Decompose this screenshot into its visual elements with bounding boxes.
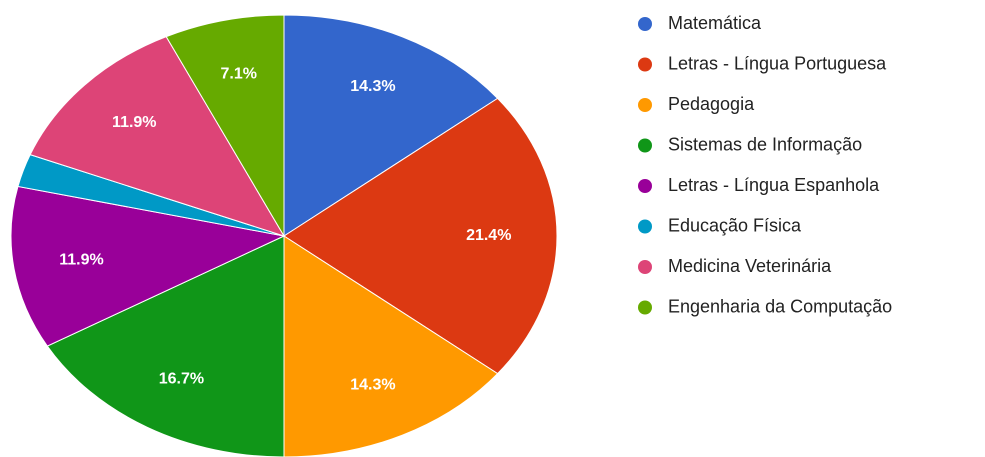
legend-label: Pedagogia [668,94,755,114]
legend-label: Letras - Língua Portuguesa [668,53,887,73]
legend-label: Medicina Veterinária [668,256,832,276]
slice-label: 11.9% [112,114,156,131]
slice-label: 16.7% [159,371,204,388]
legend-marker [638,219,652,234]
pie-slice [283,14,499,237]
legend-marker [638,260,652,274]
slice-label: 14.3% [350,78,395,95]
slice-label: 7.1% [220,66,256,83]
pie-slice [283,235,499,457]
legend-label: Letras - Língua Espanhola [668,175,880,195]
legend-marker [638,57,652,72]
legend-marker [638,300,652,315]
legend-marker [638,98,652,112]
pie-slice [283,97,558,375]
legend-label: Educação Física [668,215,802,235]
legend-label: Sistemas de Informação [668,134,862,154]
legend-marker [638,17,652,31]
slice-label: 21.4% [466,227,511,244]
legend-label: Matemática [668,13,762,33]
pie-slice [165,14,285,238]
pie-slice [46,235,285,457]
pie-slice [29,36,286,237]
legend-label: Engenharia da Computação [668,296,892,316]
legend-marker [638,138,652,153]
pie-slice [10,185,286,347]
legend-marker [638,179,652,193]
slice-label: 14.3% [350,377,395,394]
slice-label: 11.9% [59,252,103,269]
